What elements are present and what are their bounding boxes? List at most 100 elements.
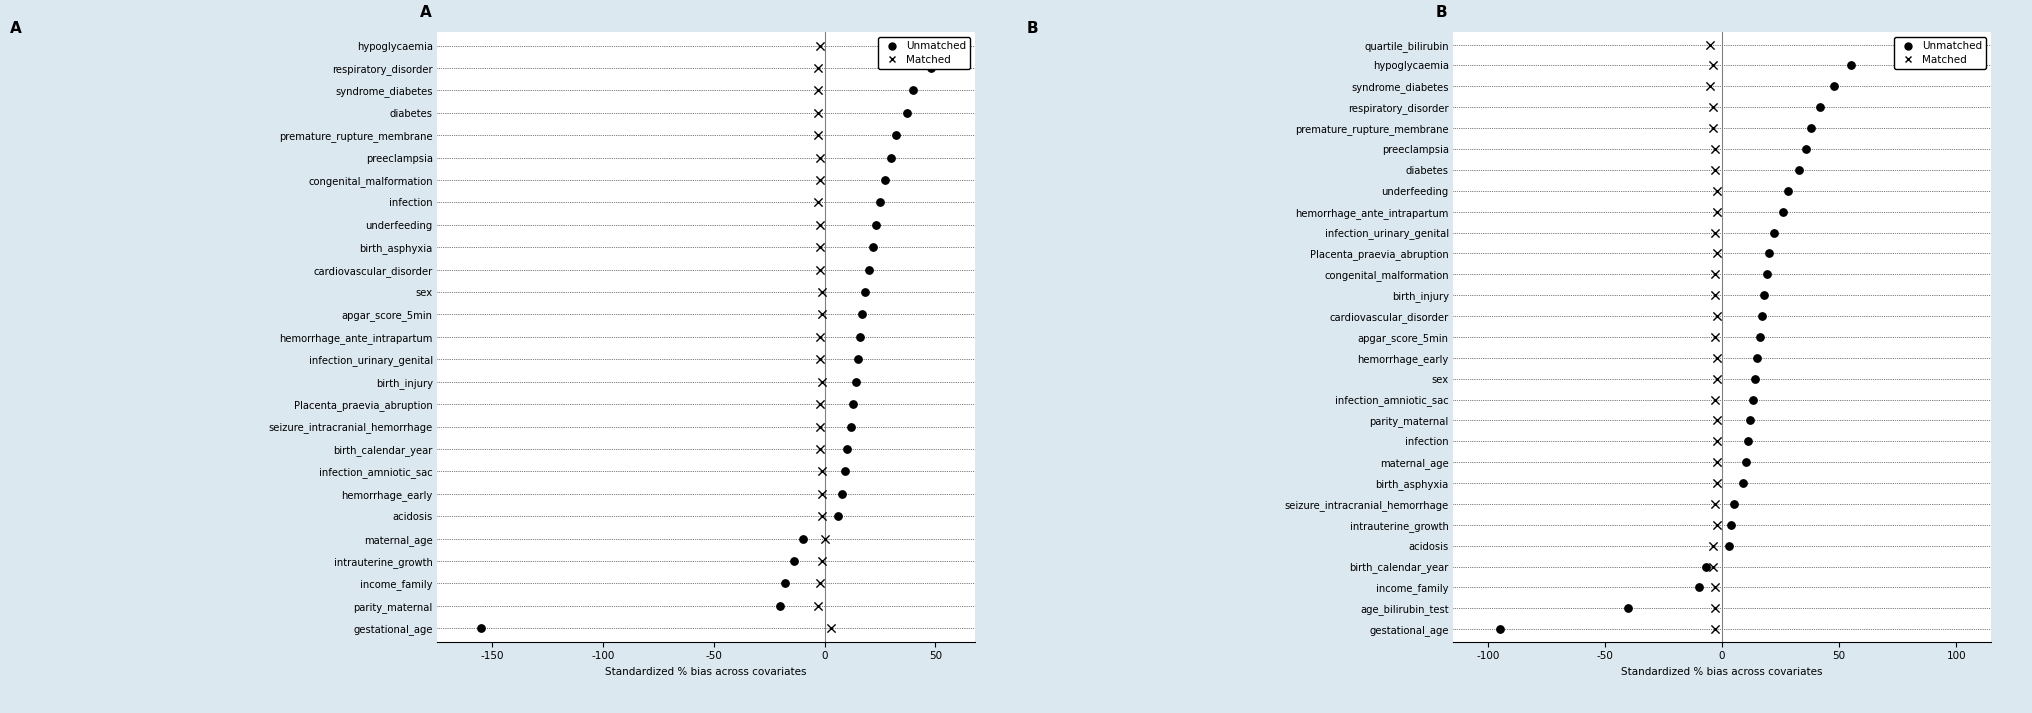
Point bbox=[803, 62, 835, 73]
Point bbox=[845, 309, 878, 320]
Point bbox=[1835, 60, 1867, 71]
Point bbox=[807, 376, 839, 387]
Point bbox=[803, 85, 835, 96]
Legend: Unmatched, Matched: Unmatched, Matched bbox=[878, 37, 969, 68]
Point bbox=[1699, 394, 1731, 405]
Point bbox=[821, 511, 853, 522]
Point bbox=[1699, 289, 1731, 301]
Point bbox=[1766, 206, 1798, 217]
Point bbox=[1743, 331, 1776, 343]
Point bbox=[1733, 415, 1766, 426]
Point bbox=[809, 533, 841, 544]
Point bbox=[829, 466, 862, 477]
Point bbox=[890, 107, 923, 118]
Point bbox=[1701, 415, 1733, 426]
Point bbox=[778, 555, 811, 567]
Point bbox=[1682, 582, 1715, 593]
Point bbox=[1701, 436, 1733, 447]
Point bbox=[1701, 352, 1733, 364]
Point bbox=[805, 40, 837, 51]
Point bbox=[1701, 456, 1733, 468]
Point bbox=[1695, 39, 1727, 51]
Point bbox=[1689, 561, 1721, 573]
Point bbox=[803, 107, 835, 118]
Point bbox=[931, 40, 963, 51]
Point bbox=[1731, 436, 1764, 447]
Point bbox=[1772, 185, 1804, 197]
Point bbox=[847, 287, 880, 298]
Point bbox=[807, 466, 839, 477]
Point bbox=[827, 488, 860, 500]
Point bbox=[858, 242, 890, 253]
Text: A: A bbox=[421, 5, 431, 20]
Point bbox=[1483, 623, 1516, 635]
Point bbox=[1748, 289, 1780, 301]
Point bbox=[807, 287, 839, 298]
X-axis label: Standardized % bias across covariates: Standardized % bias across covariates bbox=[1622, 667, 1823, 677]
Point bbox=[1758, 227, 1790, 238]
Point bbox=[764, 600, 797, 612]
Point bbox=[1695, 81, 1727, 92]
Point bbox=[805, 578, 837, 589]
Point bbox=[1611, 602, 1644, 614]
Point bbox=[1754, 247, 1786, 259]
Point bbox=[839, 376, 872, 387]
Point bbox=[1701, 185, 1733, 197]
Point bbox=[1699, 582, 1731, 593]
Point bbox=[1717, 498, 1750, 510]
Point bbox=[805, 219, 837, 230]
Point bbox=[807, 309, 839, 320]
Point bbox=[1699, 602, 1731, 614]
Point bbox=[1701, 519, 1733, 530]
Point bbox=[1713, 540, 1745, 551]
Point bbox=[1697, 101, 1729, 113]
Point bbox=[841, 354, 874, 365]
Point bbox=[803, 600, 835, 612]
Point bbox=[805, 399, 837, 410]
Point bbox=[465, 622, 498, 634]
Point bbox=[807, 488, 839, 500]
Point bbox=[805, 421, 837, 432]
Point bbox=[805, 443, 837, 455]
Point bbox=[1697, 540, 1729, 551]
Point bbox=[1739, 373, 1772, 384]
Point bbox=[1699, 269, 1731, 280]
Point bbox=[1735, 394, 1768, 405]
Point bbox=[868, 174, 900, 185]
Point bbox=[1745, 310, 1778, 322]
Point bbox=[805, 264, 837, 275]
X-axis label: Standardized % bias across covariates: Standardized % bias across covariates bbox=[606, 667, 807, 677]
Point bbox=[805, 152, 837, 163]
Point bbox=[864, 197, 896, 208]
Point bbox=[853, 264, 886, 275]
Text: B: B bbox=[1026, 21, 1038, 36]
Point bbox=[805, 331, 837, 343]
Point bbox=[914, 62, 947, 73]
Point bbox=[1699, 227, 1731, 238]
Point bbox=[1701, 373, 1733, 384]
Point bbox=[1715, 519, 1748, 530]
Point bbox=[1750, 269, 1782, 280]
Point bbox=[1701, 247, 1733, 259]
Point bbox=[805, 242, 837, 253]
Point bbox=[1699, 498, 1731, 510]
Point bbox=[1784, 164, 1817, 175]
Point bbox=[815, 622, 847, 634]
Point bbox=[805, 174, 837, 185]
Point bbox=[837, 399, 870, 410]
Point bbox=[1699, 164, 1731, 175]
Point bbox=[1699, 623, 1731, 635]
Point bbox=[1947, 39, 1979, 51]
Point bbox=[831, 443, 864, 455]
Text: B: B bbox=[1437, 5, 1447, 20]
Point bbox=[843, 331, 876, 343]
Point bbox=[768, 578, 801, 589]
Point bbox=[803, 130, 835, 141]
Point bbox=[1697, 123, 1729, 134]
Point bbox=[1794, 123, 1827, 134]
Point bbox=[1804, 101, 1837, 113]
Point bbox=[1699, 331, 1731, 343]
Point bbox=[880, 130, 912, 141]
Point bbox=[1701, 206, 1733, 217]
Point bbox=[860, 219, 892, 230]
